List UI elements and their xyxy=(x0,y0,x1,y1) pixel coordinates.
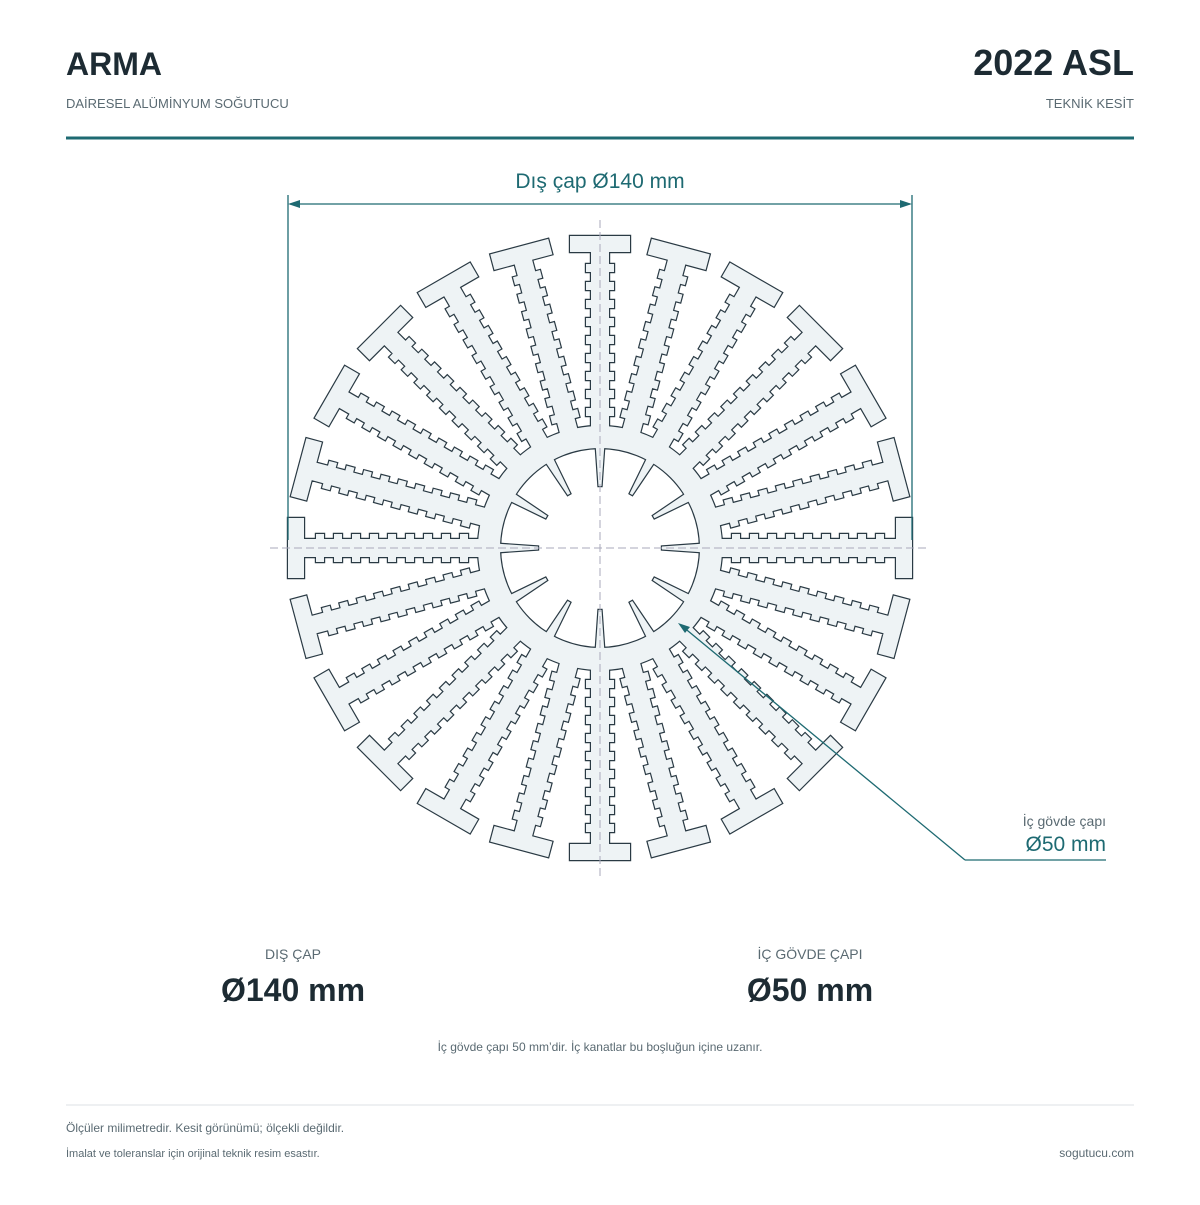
profile-outline xyxy=(648,262,782,456)
footer-text: Ölçüler milimetredir. Kesit görünümü; öl… xyxy=(66,1121,344,1135)
profile-outline xyxy=(500,577,548,609)
profile-outline xyxy=(314,366,508,500)
footer-site: sogutucu.com xyxy=(1059,1146,1134,1160)
spec-value: Ø50 mm xyxy=(747,972,873,1008)
profile-outline xyxy=(490,238,580,443)
note: İç gövde çapı 50 mm’dir. İç kanatlar bu … xyxy=(438,1040,763,1054)
profile-outline xyxy=(629,600,661,648)
view: TEKNİK KESİT xyxy=(1046,96,1134,111)
spec-label: DIŞ ÇAP xyxy=(265,946,321,962)
profile-outline xyxy=(652,487,700,519)
profile-outline xyxy=(290,568,495,658)
profile-outline xyxy=(490,653,580,858)
footer-text: İmalat ve toleranslar için orijinal tekn… xyxy=(66,1147,320,1160)
profile-outline xyxy=(539,600,571,648)
callout-label: İç gövde çapı xyxy=(1023,812,1106,829)
outer-dimension: Dış çap Ø140 mm xyxy=(515,170,684,193)
profile-outline xyxy=(692,366,886,500)
title: ARMA xyxy=(66,46,162,82)
profile-outline xyxy=(672,620,842,790)
profile-outline xyxy=(539,448,571,496)
profile-outline xyxy=(418,640,552,834)
subtitle: DAİRESEL ALÜMİNYUM SOĞUTUCU xyxy=(66,96,289,111)
profile-outline xyxy=(288,518,488,578)
profile-outline xyxy=(652,577,700,609)
profile-outline xyxy=(290,438,495,528)
profile-outline xyxy=(672,306,842,476)
profile-outline xyxy=(692,596,886,730)
spec-label: İÇ GÖVDE ÇAPI xyxy=(757,945,862,962)
profile-outline xyxy=(358,620,528,790)
profile-outline xyxy=(500,487,548,519)
dimension xyxy=(287,195,1106,861)
profile-outline xyxy=(620,238,710,443)
profile-outline xyxy=(648,640,782,834)
model: 2022 ASL xyxy=(973,42,1134,83)
centerlines xyxy=(270,220,930,880)
profile-outline xyxy=(358,306,528,476)
profile-outline xyxy=(620,653,710,858)
profile-outline xyxy=(662,543,712,553)
profile-outline xyxy=(629,448,661,496)
profile-outline xyxy=(705,568,910,658)
profile-outline xyxy=(418,262,552,456)
callout-value: Ø50 mm xyxy=(1025,833,1106,856)
spec-value: Ø140 mm xyxy=(221,972,365,1008)
profile-outline xyxy=(314,596,508,730)
profile-outline xyxy=(705,438,910,528)
heatsink xyxy=(286,234,914,862)
